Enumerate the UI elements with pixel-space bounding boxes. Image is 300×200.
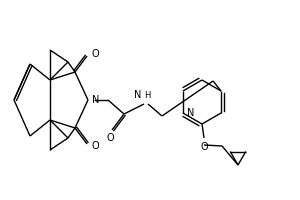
Text: H: H xyxy=(144,91,150,100)
Text: O: O xyxy=(106,133,114,143)
Text: O: O xyxy=(91,49,99,59)
Text: N: N xyxy=(187,108,194,118)
Text: N: N xyxy=(92,95,99,105)
Text: N: N xyxy=(134,90,141,100)
Text: O: O xyxy=(200,142,208,152)
Text: O: O xyxy=(91,141,99,151)
